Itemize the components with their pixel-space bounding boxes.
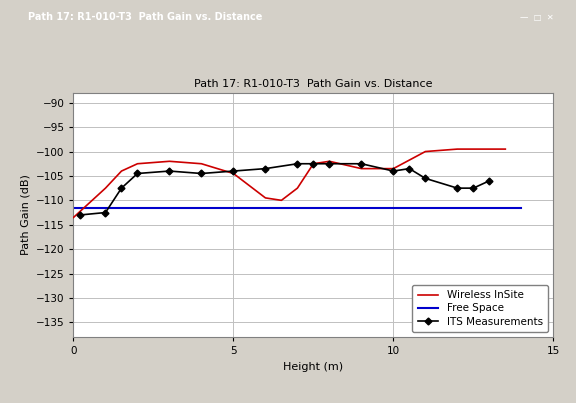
ITS Measurements (310, 161, 317, 166)
ITS Measurements (326, 161, 333, 166)
Y-axis label: Path Gain (dB): Path Gain (dB) (20, 174, 31, 256)
Wireless InSite (390, 166, 397, 171)
ITS Measurements (77, 212, 84, 217)
ITS Measurements (454, 186, 461, 191)
Wireless InSite (502, 147, 509, 152)
Wireless InSite (86, 200, 93, 205)
Wireless InSite (278, 198, 285, 203)
Line: Wireless InSite: Wireless InSite (74, 149, 505, 218)
Text: —  □  ✕: — □ ✕ (520, 12, 554, 22)
ITS Measurements (294, 161, 301, 166)
X-axis label: Height (m): Height (m) (283, 361, 343, 372)
Wireless InSite (262, 195, 269, 200)
Title: Path 17: R1-010-T3  Path Gain vs. Distance: Path 17: R1-010-T3 Path Gain vs. Distanc… (194, 79, 433, 89)
ITS Measurements (166, 168, 173, 173)
ITS Measurements (422, 176, 429, 181)
Wireless InSite (486, 147, 493, 152)
Wireless InSite (166, 159, 173, 164)
Wireless InSite (326, 159, 333, 164)
Wireless InSite (422, 149, 429, 154)
Wireless InSite (70, 215, 77, 220)
ITS Measurements (486, 179, 493, 183)
ITS Measurements (134, 171, 141, 176)
ITS Measurements (358, 161, 365, 166)
Wireless InSite (294, 186, 301, 191)
Wireless InSite (454, 147, 461, 152)
Wireless InSite (310, 161, 317, 166)
ITS Measurements (118, 186, 125, 191)
ITS Measurements (390, 168, 397, 173)
Wireless InSite (118, 168, 125, 173)
Wireless InSite (198, 161, 205, 166)
Wireless InSite (134, 161, 141, 166)
Text: Path 17: R1-010-T3  Path Gain vs. Distance: Path 17: R1-010-T3 Path Gain vs. Distanc… (28, 12, 263, 22)
ITS Measurements (198, 171, 205, 176)
Line: ITS Measurements: ITS Measurements (77, 161, 492, 217)
ITS Measurements (102, 210, 109, 215)
ITS Measurements (262, 166, 269, 171)
Wireless InSite (230, 171, 237, 176)
Wireless InSite (358, 166, 365, 171)
ITS Measurements (230, 168, 237, 173)
ITS Measurements (406, 166, 413, 171)
Wireless InSite (102, 186, 109, 191)
Legend: Wireless InSite, Free Space, ITS Measurements: Wireless InSite, Free Space, ITS Measure… (412, 285, 548, 332)
ITS Measurements (470, 186, 477, 191)
